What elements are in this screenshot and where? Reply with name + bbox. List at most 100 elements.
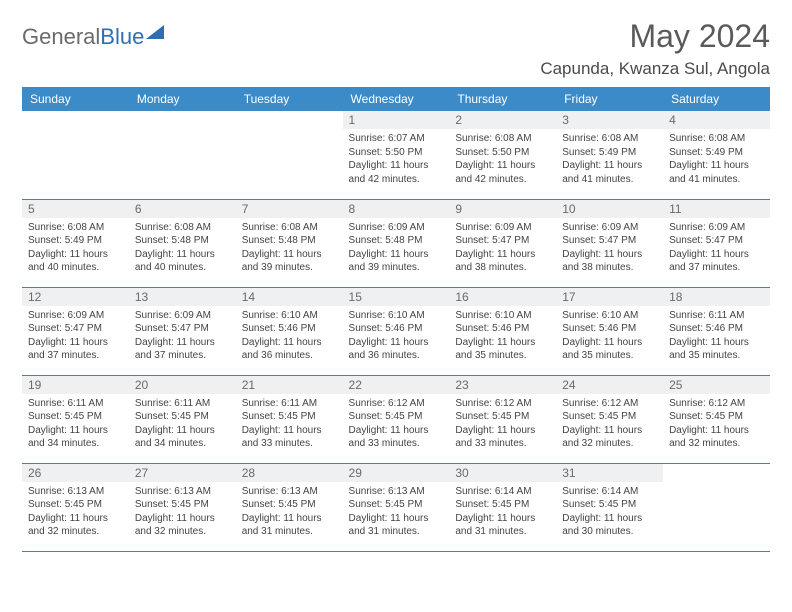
calendar-cell: 30Sunrise: 6:14 AMSunset: 5:45 PMDayligh…	[449, 463, 556, 551]
calendar-cell: 13Sunrise: 6:09 AMSunset: 5:47 PMDayligh…	[129, 287, 236, 375]
calendar-cell: 8Sunrise: 6:09 AMSunset: 5:48 PMDaylight…	[343, 199, 450, 287]
day-number: 27	[129, 464, 236, 482]
calendar-cell: 18Sunrise: 6:11 AMSunset: 5:46 PMDayligh…	[663, 287, 770, 375]
calendar-cell: 10Sunrise: 6:09 AMSunset: 5:47 PMDayligh…	[556, 199, 663, 287]
day-details: Sunrise: 6:09 AMSunset: 5:47 PMDaylight:…	[22, 306, 129, 369]
day-details: Sunrise: 6:13 AMSunset: 5:45 PMDaylight:…	[129, 482, 236, 545]
day-details: Sunrise: 6:10 AMSunset: 5:46 PMDaylight:…	[343, 306, 450, 369]
day-details: Sunrise: 6:10 AMSunset: 5:46 PMDaylight:…	[449, 306, 556, 369]
calendar-cell: 7Sunrise: 6:08 AMSunset: 5:48 PMDaylight…	[236, 199, 343, 287]
day-number: 5	[22, 200, 129, 218]
calendar-cell: 21Sunrise: 6:11 AMSunset: 5:45 PMDayligh…	[236, 375, 343, 463]
weekday-header: Monday	[129, 87, 236, 111]
day-number: 12	[22, 288, 129, 306]
day-details: Sunrise: 6:13 AMSunset: 5:45 PMDaylight:…	[22, 482, 129, 545]
calendar-cell: 3Sunrise: 6:08 AMSunset: 5:49 PMDaylight…	[556, 111, 663, 199]
calendar-cell: 4Sunrise: 6:08 AMSunset: 5:49 PMDaylight…	[663, 111, 770, 199]
logo-part2: Blue	[100, 24, 144, 49]
day-number: 6	[129, 200, 236, 218]
weekday-header: Friday	[556, 87, 663, 111]
day-details: Sunrise: 6:12 AMSunset: 5:45 PMDaylight:…	[343, 394, 450, 457]
calendar-cell: 23Sunrise: 6:12 AMSunset: 5:45 PMDayligh…	[449, 375, 556, 463]
logo: GeneralBlue	[22, 24, 164, 50]
weekday-header: Tuesday	[236, 87, 343, 111]
calendar-cell	[129, 111, 236, 199]
weekday-header: Thursday	[449, 87, 556, 111]
day-details: Sunrise: 6:11 AMSunset: 5:45 PMDaylight:…	[22, 394, 129, 457]
calendar-cell: 24Sunrise: 6:12 AMSunset: 5:45 PMDayligh…	[556, 375, 663, 463]
day-details: Sunrise: 6:09 AMSunset: 5:47 PMDaylight:…	[663, 218, 770, 281]
day-details: Sunrise: 6:14 AMSunset: 5:45 PMDaylight:…	[556, 482, 663, 545]
page-title: May 2024	[540, 18, 770, 55]
calendar-cell: 28Sunrise: 6:13 AMSunset: 5:45 PMDayligh…	[236, 463, 343, 551]
calendar-table: SundayMondayTuesdayWednesdayThursdayFrid…	[22, 87, 770, 552]
day-details: Sunrise: 6:08 AMSunset: 5:48 PMDaylight:…	[129, 218, 236, 281]
day-details: Sunrise: 6:12 AMSunset: 5:45 PMDaylight:…	[449, 394, 556, 457]
day-number: 20	[129, 376, 236, 394]
day-number: 4	[663, 111, 770, 129]
logo-triangle-icon	[146, 25, 164, 39]
calendar-cell: 29Sunrise: 6:13 AMSunset: 5:45 PMDayligh…	[343, 463, 450, 551]
day-number: 29	[343, 464, 450, 482]
day-number: 25	[663, 376, 770, 394]
day-details: Sunrise: 6:10 AMSunset: 5:46 PMDaylight:…	[236, 306, 343, 369]
day-number: 13	[129, 288, 236, 306]
day-details: Sunrise: 6:07 AMSunset: 5:50 PMDaylight:…	[343, 129, 450, 192]
day-number: 26	[22, 464, 129, 482]
day-details: Sunrise: 6:08 AMSunset: 5:48 PMDaylight:…	[236, 218, 343, 281]
day-number: 19	[22, 376, 129, 394]
calendar-cell: 31Sunrise: 6:14 AMSunset: 5:45 PMDayligh…	[556, 463, 663, 551]
day-details: Sunrise: 6:08 AMSunset: 5:50 PMDaylight:…	[449, 129, 556, 192]
day-details: Sunrise: 6:11 AMSunset: 5:46 PMDaylight:…	[663, 306, 770, 369]
calendar-cell: 20Sunrise: 6:11 AMSunset: 5:45 PMDayligh…	[129, 375, 236, 463]
day-number: 31	[556, 464, 663, 482]
calendar-cell: 19Sunrise: 6:11 AMSunset: 5:45 PMDayligh…	[22, 375, 129, 463]
calendar-cell	[236, 111, 343, 199]
day-number: 9	[449, 200, 556, 218]
calendar-cell: 17Sunrise: 6:10 AMSunset: 5:46 PMDayligh…	[556, 287, 663, 375]
day-details: Sunrise: 6:11 AMSunset: 5:45 PMDaylight:…	[129, 394, 236, 457]
day-details: Sunrise: 6:10 AMSunset: 5:46 PMDaylight:…	[556, 306, 663, 369]
day-number: 2	[449, 111, 556, 129]
calendar-cell: 22Sunrise: 6:12 AMSunset: 5:45 PMDayligh…	[343, 375, 450, 463]
calendar-cell: 12Sunrise: 6:09 AMSunset: 5:47 PMDayligh…	[22, 287, 129, 375]
day-number: 30	[449, 464, 556, 482]
day-details: Sunrise: 6:08 AMSunset: 5:49 PMDaylight:…	[663, 129, 770, 192]
day-number: 16	[449, 288, 556, 306]
calendar-cell: 27Sunrise: 6:13 AMSunset: 5:45 PMDayligh…	[129, 463, 236, 551]
day-details: Sunrise: 6:14 AMSunset: 5:45 PMDaylight:…	[449, 482, 556, 545]
location-text: Capunda, Kwanza Sul, Angola	[540, 59, 770, 79]
day-details: Sunrise: 6:11 AMSunset: 5:45 PMDaylight:…	[236, 394, 343, 457]
day-number: 8	[343, 200, 450, 218]
logo-part1: General	[22, 24, 100, 49]
calendar-cell: 5Sunrise: 6:08 AMSunset: 5:49 PMDaylight…	[22, 199, 129, 287]
day-details: Sunrise: 6:12 AMSunset: 5:45 PMDaylight:…	[663, 394, 770, 457]
day-number: 23	[449, 376, 556, 394]
calendar-cell: 1Sunrise: 6:07 AMSunset: 5:50 PMDaylight…	[343, 111, 450, 199]
calendar-cell	[22, 111, 129, 199]
day-details: Sunrise: 6:08 AMSunset: 5:49 PMDaylight:…	[22, 218, 129, 281]
calendar-cell	[663, 463, 770, 551]
day-number: 21	[236, 376, 343, 394]
day-number: 1	[343, 111, 450, 129]
day-number: 18	[663, 288, 770, 306]
day-details: Sunrise: 6:09 AMSunset: 5:47 PMDaylight:…	[556, 218, 663, 281]
day-number: 17	[556, 288, 663, 306]
day-number: 3	[556, 111, 663, 129]
weekday-header: Wednesday	[343, 87, 450, 111]
day-details: Sunrise: 6:12 AMSunset: 5:45 PMDaylight:…	[556, 394, 663, 457]
calendar-cell: 2Sunrise: 6:08 AMSunset: 5:50 PMDaylight…	[449, 111, 556, 199]
calendar-cell: 15Sunrise: 6:10 AMSunset: 5:46 PMDayligh…	[343, 287, 450, 375]
calendar-cell: 9Sunrise: 6:09 AMSunset: 5:47 PMDaylight…	[449, 199, 556, 287]
day-number: 14	[236, 288, 343, 306]
calendar-cell: 11Sunrise: 6:09 AMSunset: 5:47 PMDayligh…	[663, 199, 770, 287]
calendar-cell: 26Sunrise: 6:13 AMSunset: 5:45 PMDayligh…	[22, 463, 129, 551]
day-details: Sunrise: 6:13 AMSunset: 5:45 PMDaylight:…	[236, 482, 343, 545]
day-details: Sunrise: 6:09 AMSunset: 5:48 PMDaylight:…	[343, 218, 450, 281]
day-number: 7	[236, 200, 343, 218]
weekday-header: Sunday	[22, 87, 129, 111]
day-number: 11	[663, 200, 770, 218]
day-details: Sunrise: 6:08 AMSunset: 5:49 PMDaylight:…	[556, 129, 663, 192]
calendar-cell: 25Sunrise: 6:12 AMSunset: 5:45 PMDayligh…	[663, 375, 770, 463]
calendar-cell: 16Sunrise: 6:10 AMSunset: 5:46 PMDayligh…	[449, 287, 556, 375]
